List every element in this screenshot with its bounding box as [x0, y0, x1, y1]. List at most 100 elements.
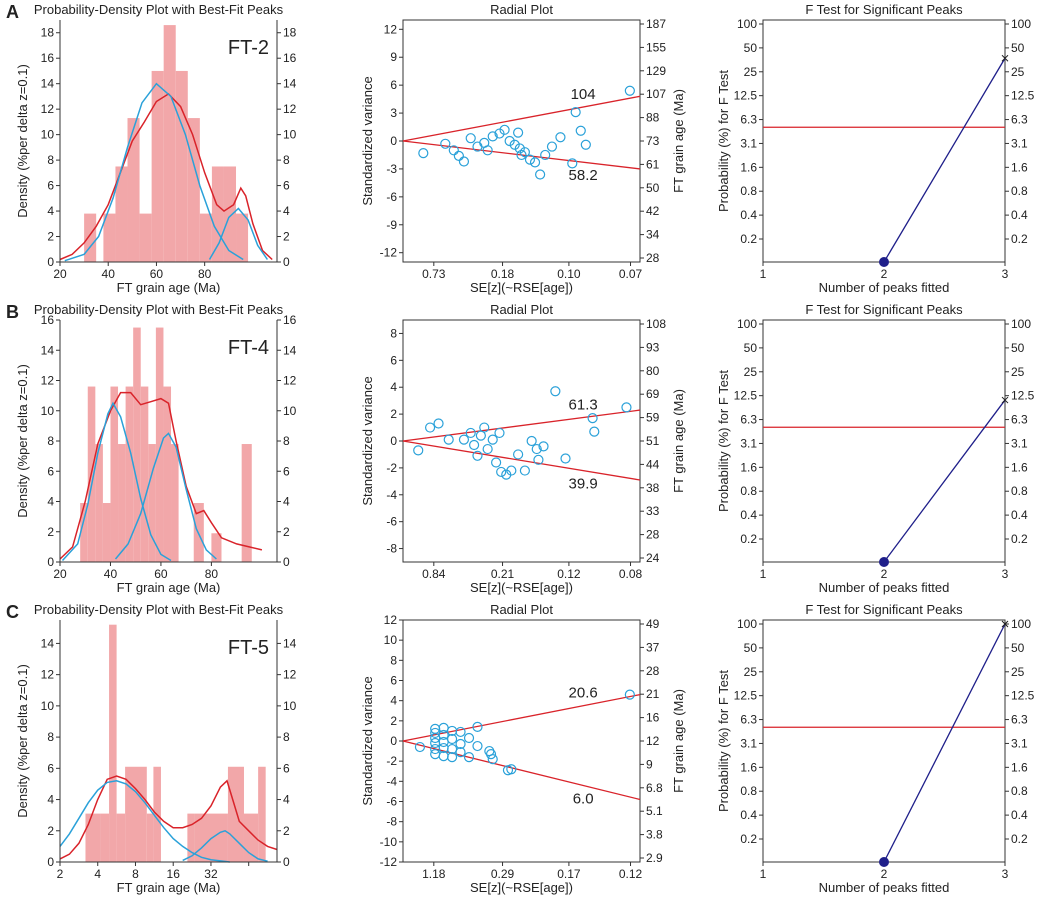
y-tick-label: 0 — [47, 855, 54, 869]
data-point — [465, 427, 476, 439]
y-tick-label: 2 — [47, 230, 54, 244]
x-tick-label: 20 — [53, 567, 67, 581]
y2-tick-label: 6 — [283, 761, 290, 775]
histogram-bar — [243, 813, 259, 862]
y-tick-label: 50 — [744, 41, 758, 55]
x-tick-label: 2 — [881, 267, 888, 281]
y-tick-label: 100 — [737, 17, 757, 31]
data-point — [438, 729, 449, 741]
data-point — [472, 740, 483, 752]
data-point — [487, 754, 498, 765]
y-tick-label: 10 — [41, 699, 55, 713]
age-tick-label: 93 — [646, 340, 660, 354]
f-test-marker — [1001, 620, 1009, 628]
x-tick-label: 0.21 — [491, 567, 515, 581]
data-point — [546, 141, 558, 152]
data-point — [494, 427, 505, 439]
chart-title: F Test for Significant Peaks — [805, 2, 963, 17]
curve-peak1 — [59, 780, 230, 863]
panel-C-f: F Test for Significant Peaks 100 100 50 50 25… — [716, 602, 1035, 895]
y2-tick-label: 100 — [1011, 617, 1031, 631]
age-tick-label: 28 — [646, 528, 660, 542]
panel-A-rad: Radial Plot129630-3-6-9-1218715512910788… — [360, 2, 686, 295]
y2-axis-label: FT grain age (Ma) — [671, 689, 686, 793]
data-point — [469, 439, 480, 451]
y-tick-label: 50 — [744, 341, 758, 355]
panel-C-pd: C Probability-Density Plot with Best-Fit … — [6, 602, 297, 895]
y-tick-label: -2 — [386, 461, 397, 475]
f-test-line — [883, 623, 1006, 863]
y-tick-label: 10 — [384, 633, 398, 647]
x-tick-label: 0.12 — [619, 867, 643, 881]
age-line-label: 20.6 — [569, 685, 598, 702]
y-tick-label: 25 — [744, 365, 758, 379]
data-point — [440, 138, 451, 149]
y2-tick-label: 10 — [283, 404, 297, 418]
histogram-bar — [155, 327, 164, 562]
age-tick-label: 187 — [646, 17, 666, 31]
y-tick-label: 0.8 — [740, 484, 757, 498]
age-tick-label: 73 — [646, 134, 660, 148]
y-tick-label: 25 — [744, 665, 758, 679]
sample-label: FT-4 — [228, 337, 269, 359]
y-axis-label: Standardized variance — [360, 676, 375, 805]
age-tick-label: 37 — [646, 640, 660, 654]
y2-tick-label: 100 — [1011, 17, 1031, 31]
histogram-bar — [133, 327, 141, 562]
age-tick-label: 50 — [646, 181, 660, 195]
histogram-bar — [140, 386, 149, 562]
y2-tick-label: 3.1 — [1011, 136, 1028, 150]
x-tick-label: 2 — [881, 867, 888, 881]
data-point — [519, 465, 530, 476]
y-tick-label: -8 — [386, 542, 397, 556]
y-tick-label: 18 — [41, 26, 55, 40]
y-tick-label: 12 — [384, 22, 398, 36]
chart-title: Probability-Density Plot with Best-Fit P… — [34, 2, 284, 17]
y-tick-label: 14 — [41, 636, 55, 650]
curve-peak2 — [208, 207, 269, 260]
x-tick-label: 0.08 — [619, 567, 643, 581]
x-axis-label: FT grain age (Ma) — [117, 880, 221, 895]
histogram-bar — [258, 766, 266, 862]
age-line-label: 6.0 — [573, 790, 594, 807]
y-tick-label: 4 — [390, 694, 397, 708]
data-point — [499, 124, 510, 135]
curve-peak1 — [61, 401, 172, 562]
y2-tick-label: 2 — [283, 824, 290, 838]
x-axis-label: Number of peaks fitted — [819, 580, 950, 595]
y2-axis-label: FT grain age (Ma) — [671, 389, 686, 493]
y-tick-label: 6.3 — [740, 413, 757, 427]
histogram-bar — [151, 70, 164, 263]
data-point — [567, 158, 578, 169]
y-tick-label: 6 — [390, 78, 397, 92]
y2-tick-label: 0.8 — [1011, 184, 1028, 198]
y-tick-label: 100 — [737, 317, 757, 331]
histogram-bar — [127, 118, 140, 262]
y-tick-label: 16 — [41, 313, 55, 327]
y-tick-label: 0.4 — [740, 808, 757, 822]
y2-tick-label: 12 — [283, 668, 297, 682]
y-tick-label: 10 — [41, 404, 55, 418]
data-point — [516, 149, 527, 161]
data-point — [550, 386, 561, 397]
data-point — [575, 125, 586, 136]
y-tick-label: 12 — [41, 102, 55, 116]
curve-sum — [59, 775, 278, 860]
f-test-point — [879, 257, 889, 267]
y2-tick-label: 3.1 — [1011, 436, 1028, 450]
panel-label: B — [6, 302, 19, 322]
y2-tick-label: 1.6 — [1011, 160, 1028, 174]
y-tick-label: 10 — [41, 128, 55, 142]
y2-tick-label: 18 — [283, 26, 297, 40]
y2-tick-label: 10 — [283, 699, 297, 713]
age-tick-label: 49 — [646, 617, 660, 631]
age-tick-label: 51 — [646, 434, 660, 448]
y-axis-label: Standardized variance — [360, 376, 375, 505]
x-tick-label: 1 — [760, 567, 767, 581]
y-tick-label: 12.5 — [734, 389, 758, 403]
data-point — [482, 145, 493, 156]
y-tick-label: 12 — [41, 374, 55, 388]
x-axis-label: Number of peaks fitted — [819, 880, 950, 895]
data-point — [496, 466, 507, 478]
